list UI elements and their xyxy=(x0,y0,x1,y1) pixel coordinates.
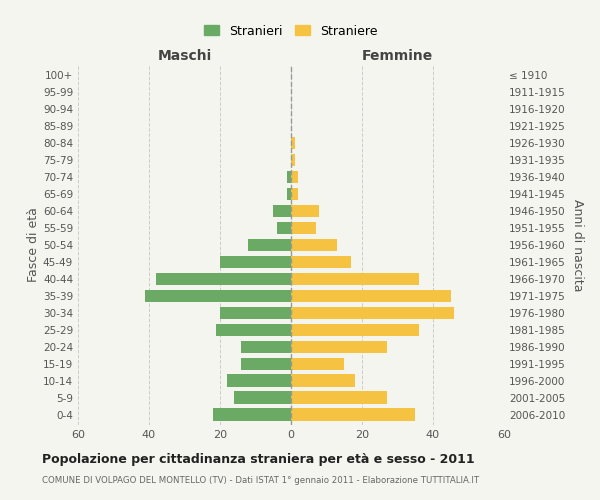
Bar xyxy=(145,290,291,302)
Bar xyxy=(291,204,319,218)
Bar xyxy=(291,408,415,421)
Bar xyxy=(241,340,291,353)
Y-axis label: Anni di nascita: Anni di nascita xyxy=(571,198,584,291)
Text: Popolazione per cittadinanza straniera per età e sesso - 2011: Popolazione per cittadinanza straniera p… xyxy=(42,452,475,466)
Bar xyxy=(234,392,291,404)
Text: Femmine: Femmine xyxy=(362,50,433,64)
Bar xyxy=(291,290,451,302)
Bar xyxy=(291,324,419,336)
Bar xyxy=(291,340,387,353)
Bar xyxy=(287,188,291,200)
Bar xyxy=(287,170,291,183)
Bar xyxy=(156,272,291,285)
Bar xyxy=(248,238,291,252)
Bar xyxy=(291,136,295,149)
Bar xyxy=(273,204,291,218)
Y-axis label: Fasce di età: Fasce di età xyxy=(27,208,40,282)
Bar xyxy=(291,154,295,166)
Bar xyxy=(291,256,352,268)
Bar xyxy=(291,392,387,404)
Bar xyxy=(213,408,291,421)
Bar xyxy=(241,358,291,370)
Text: Maschi: Maschi xyxy=(157,50,212,64)
Bar xyxy=(220,306,291,320)
Bar xyxy=(291,374,355,387)
Text: COMUNE DI VOLPAGO DEL MONTELLO (TV) - Dati ISTAT 1° gennaio 2011 - Elaborazione : COMUNE DI VOLPAGO DEL MONTELLO (TV) - Da… xyxy=(42,476,479,485)
Bar xyxy=(220,256,291,268)
Bar xyxy=(291,170,298,183)
Bar xyxy=(217,324,291,336)
Bar xyxy=(291,358,344,370)
Bar xyxy=(227,374,291,387)
Bar xyxy=(291,222,316,234)
Bar xyxy=(291,272,419,285)
Bar xyxy=(291,306,454,320)
Bar xyxy=(291,188,298,200)
Bar xyxy=(291,238,337,252)
Bar xyxy=(277,222,291,234)
Legend: Stranieri, Straniere: Stranieri, Straniere xyxy=(200,21,382,42)
